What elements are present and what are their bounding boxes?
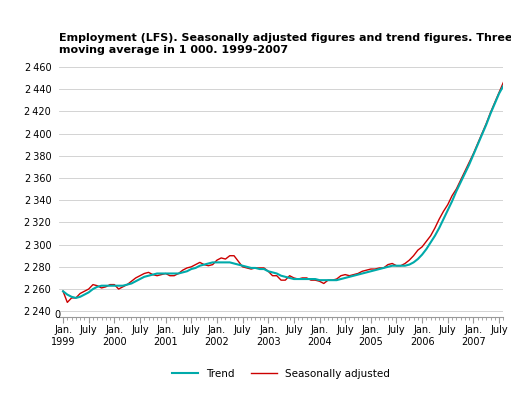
Legend: Trend, Seasonally adjusted: Trend, Seasonally adjusted [168,365,394,383]
Text: 0: 0 [55,310,61,320]
Text: Employment (LFS). Seasonally adjusted figures and trend figures. Three-month
mov: Employment (LFS). Seasonally adjusted fi… [59,33,511,55]
